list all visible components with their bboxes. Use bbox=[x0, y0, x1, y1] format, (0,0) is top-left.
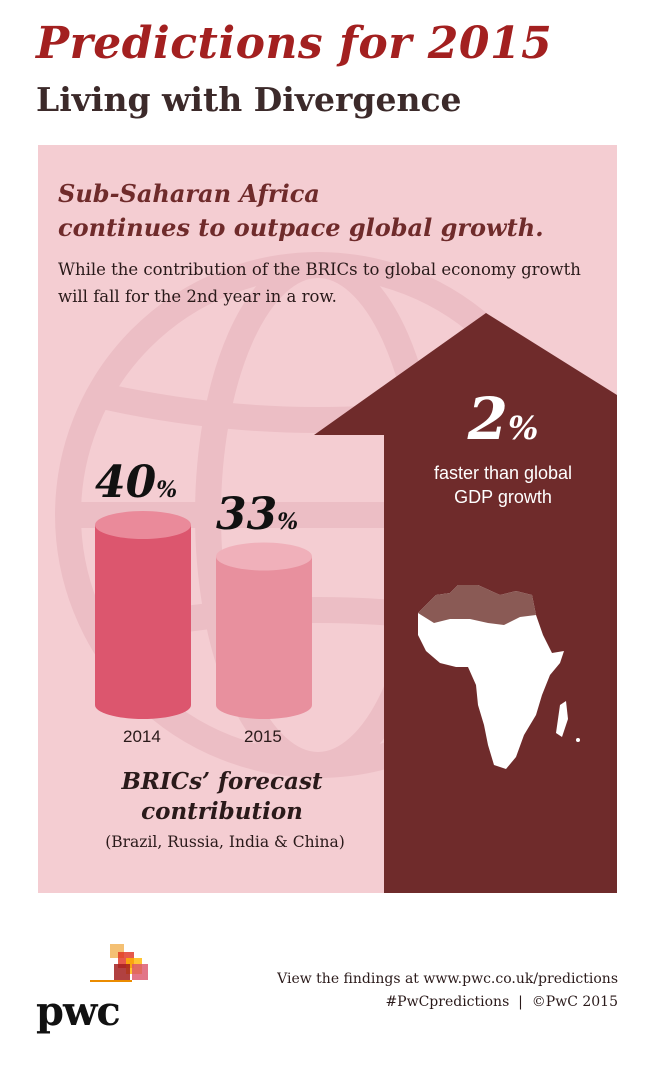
infographic-panel: Sub-Saharan Africa continues to outpace … bbox=[38, 145, 617, 893]
chart-label-line-2: contribution bbox=[141, 798, 303, 825]
stat-description: faster than global GDP growth bbox=[428, 461, 578, 509]
bar-2014 bbox=[95, 511, 191, 719]
page-subtitle: Living with Divergence bbox=[36, 80, 462, 119]
stat-value: 2% bbox=[428, 388, 578, 459]
footer-separator: | bbox=[518, 994, 523, 1010]
headline-line-2: continues to outpace global growth. bbox=[58, 213, 544, 242]
bar-top bbox=[95, 511, 191, 539]
bar-value-label-2015: 33% bbox=[216, 489, 298, 540]
footer-hashtag[interactable]: #PwCpredictions bbox=[385, 994, 510, 1010]
pwc-logo-text: pwc bbox=[36, 988, 121, 1035]
stat-unit: % bbox=[507, 409, 539, 447]
bar-body bbox=[216, 556, 312, 719]
page-title: Predictions for 2015 bbox=[36, 18, 553, 69]
bar-top bbox=[216, 542, 312, 571]
brics-contribution-chart bbox=[95, 511, 312, 719]
stat-number: 2 bbox=[467, 385, 508, 453]
chart-label: BRICs’ forecast contribution bbox=[102, 767, 342, 827]
africa-map-icon bbox=[418, 585, 580, 769]
pwc-logo-icon bbox=[90, 944, 148, 982]
footer-credits: #PwCpredictions | ©PwC 2015 bbox=[277, 991, 618, 1014]
bar-value-unit: % bbox=[277, 508, 299, 535]
bar-value-number: 33 bbox=[216, 488, 278, 540]
bar-value-unit: % bbox=[156, 477, 178, 503]
bar-2015 bbox=[216, 542, 312, 719]
bar-body bbox=[95, 525, 191, 719]
chart-label-note: (Brazil, Russia, India & China) bbox=[105, 833, 345, 851]
intro-text: While the contribution of the BRICs to g… bbox=[58, 260, 581, 306]
category-label-2014: 2014 bbox=[123, 727, 161, 746]
africa-growth-stat: 2% faster than global GDP growth bbox=[428, 388, 578, 509]
growth-arrow-icon bbox=[314, 313, 617, 893]
headline: Sub-Saharan Africa continues to outpace … bbox=[58, 177, 544, 245]
stat-description-line-2: GDP growth bbox=[454, 487, 552, 507]
bar-value-number: 40 bbox=[95, 457, 157, 508]
footer-copyright: ©PwC 2015 bbox=[531, 994, 618, 1010]
footer: View the findings at www.pwc.co.uk/predi… bbox=[277, 968, 618, 1014]
chart-label-line-1: BRICs’ forecast bbox=[121, 768, 323, 795]
footer-findings-link[interactable]: View the findings at www.pwc.co.uk/predi… bbox=[277, 971, 618, 987]
stat-description-line-1: faster than global bbox=[433, 463, 573, 483]
category-label-2015: 2015 bbox=[244, 727, 282, 746]
bar-value-label-2014: 40% bbox=[95, 457, 177, 508]
headline-line-1: Sub-Saharan Africa bbox=[58, 179, 320, 208]
